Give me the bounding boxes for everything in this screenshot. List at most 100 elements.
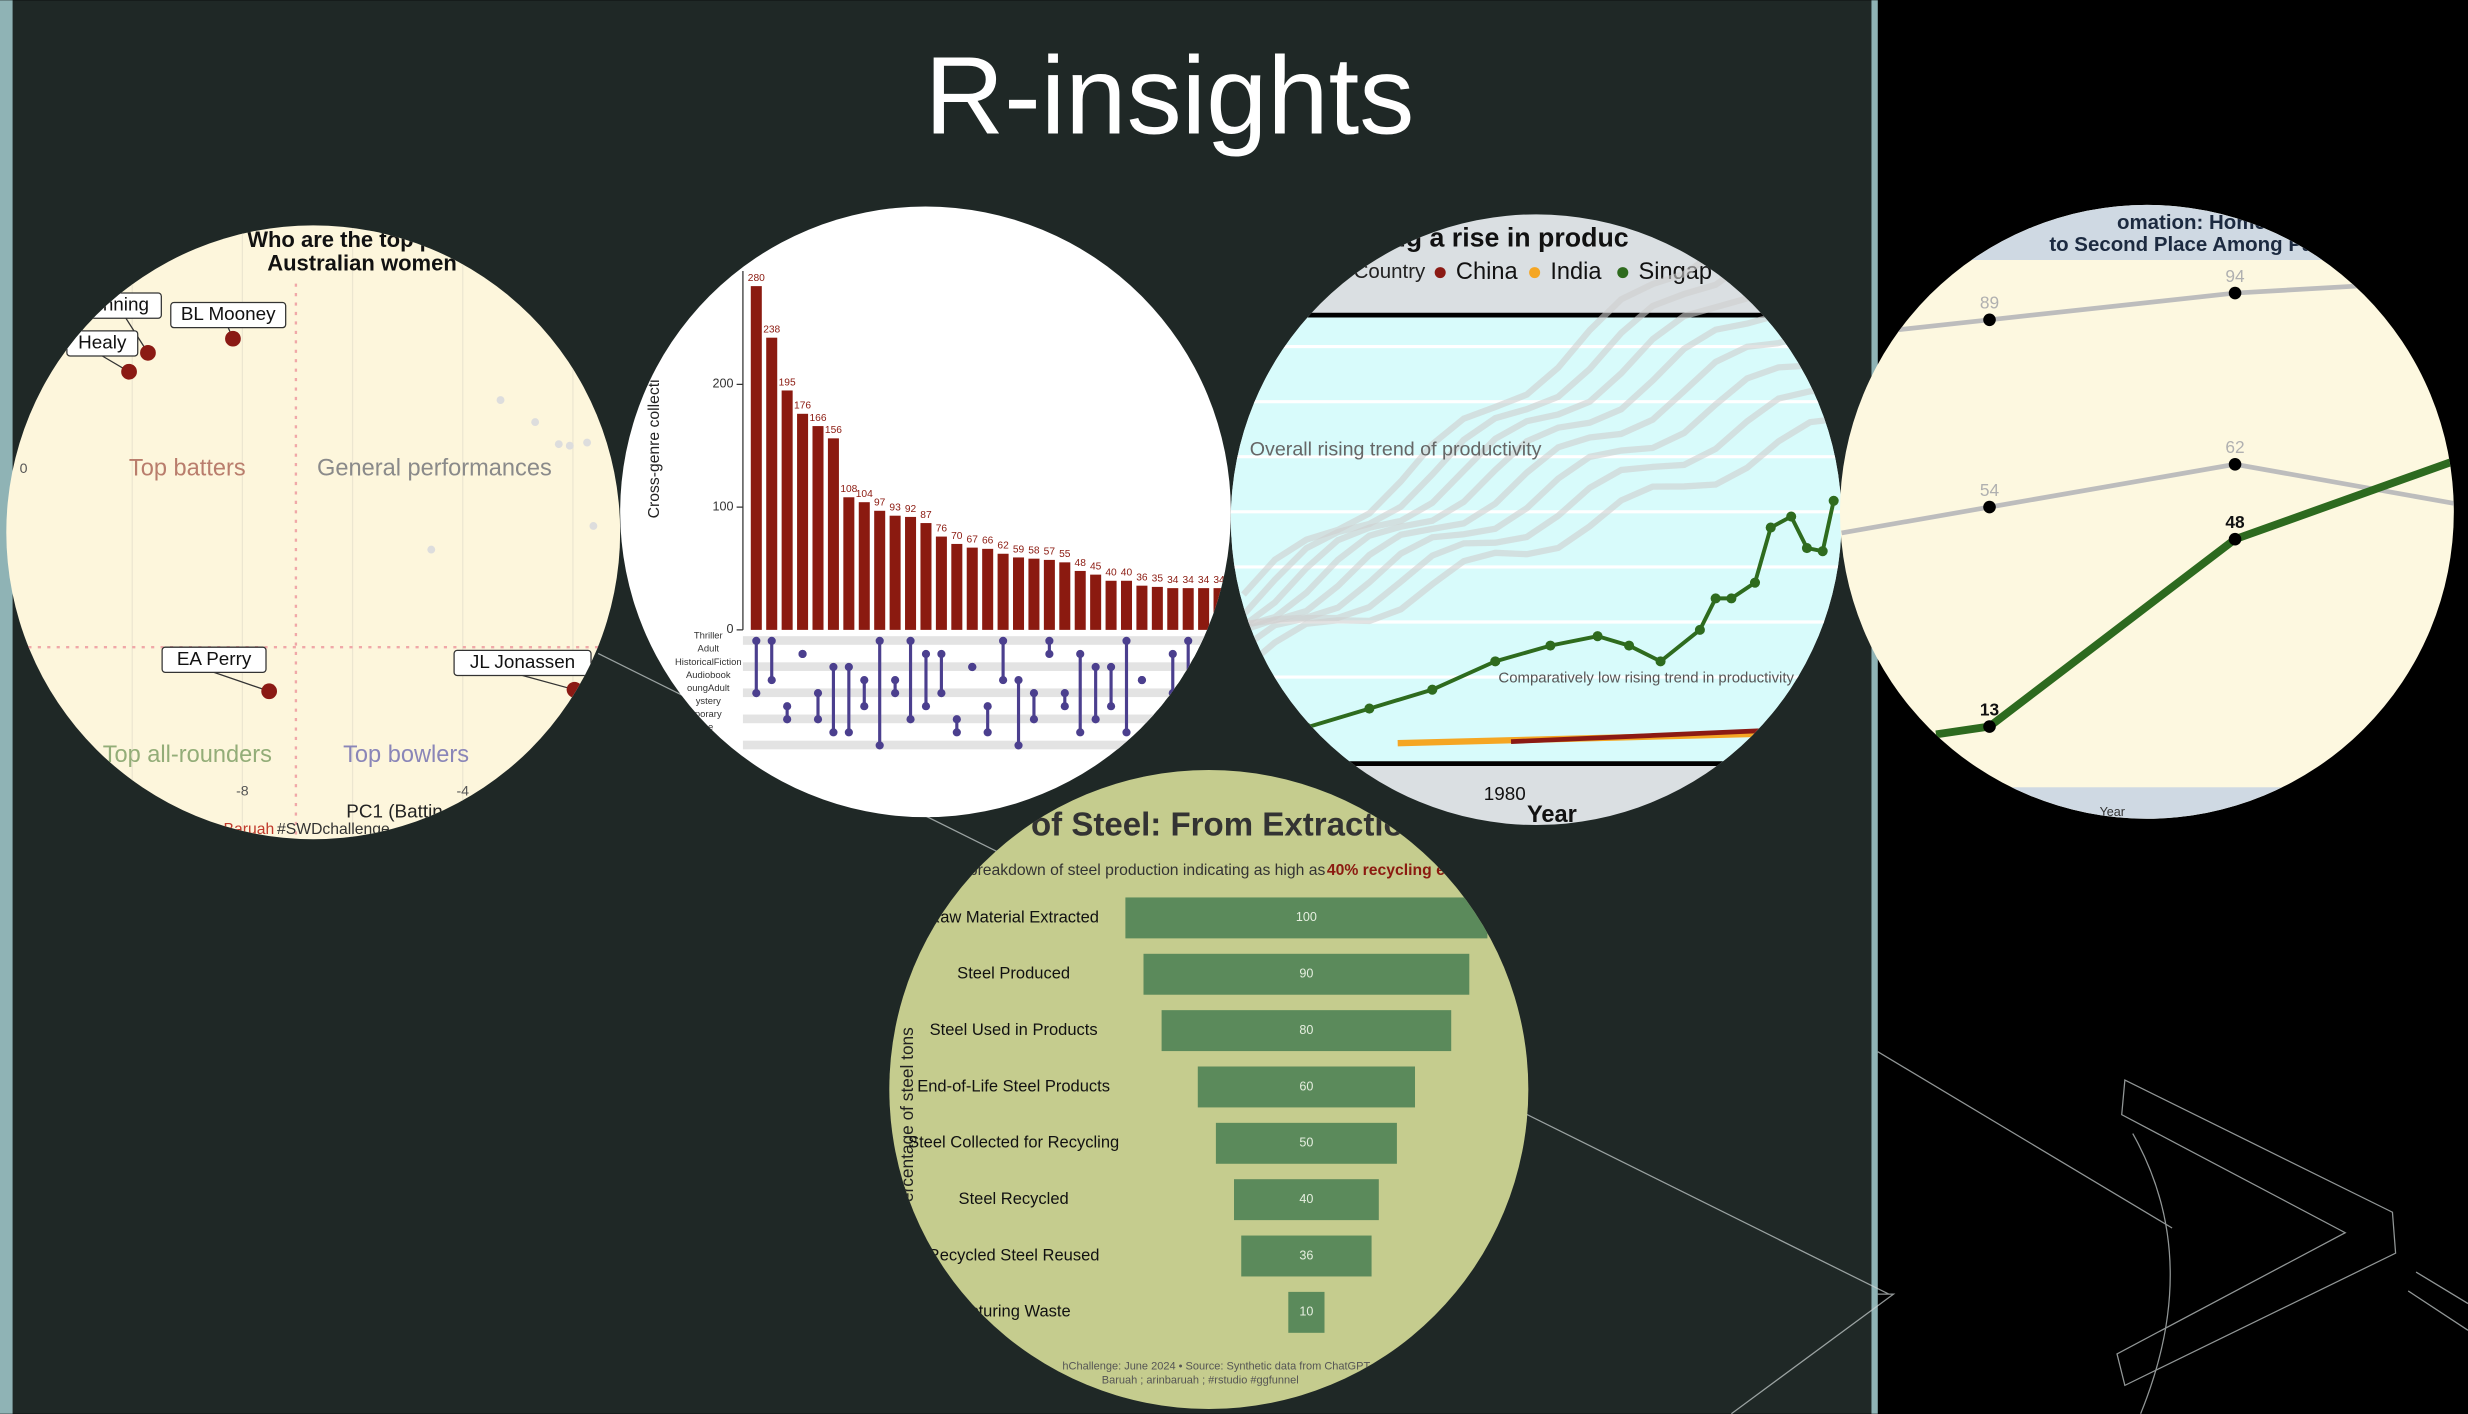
matrix-dot [983,702,992,711]
legend-swatch [1529,267,1541,279]
highlight-point [1765,522,1776,533]
value-label: 280 [748,273,765,284]
matrix-dot [875,741,884,750]
set-label: Adult [698,644,720,655]
bar [905,516,917,630]
value-label: 92 [905,504,917,515]
matrix-row [742,662,1231,671]
point [589,522,598,530]
series-line [1935,456,2454,739]
value-label: 59 [1013,544,1025,555]
matrix-dot [1060,702,1069,711]
bar [750,286,762,630]
point [140,344,156,361]
value-label: 238 [763,325,780,336]
value-label: 87 [920,510,932,521]
bar [1167,588,1179,630]
matrix-dot [921,649,931,659]
matrix-dot [844,728,853,737]
value-label: 34 [1183,575,1195,586]
x-axis-label: PC1 (Battin [346,801,443,822]
matrix-dot [752,689,761,698]
matrix-dot [783,715,792,724]
value-label: 195 [779,377,796,388]
bar [812,426,824,630]
bar [1182,588,1194,630]
value-label: 50 [1299,1136,1313,1150]
point [496,396,505,405]
highlight-point [1786,511,1797,522]
value-label: 93 [889,503,901,514]
leader [213,671,270,692]
matrix-row [742,636,1231,645]
bar [1013,557,1025,630]
bar [951,543,963,630]
matrix-dot [829,662,838,672]
value-label: 48 [1075,558,1087,569]
highlight-point [1427,684,1438,695]
matrix-dot [999,675,1008,685]
value-label: 80 [1299,1023,1313,1037]
point [583,438,592,447]
x-tick-label: 1980 [1484,784,1526,805]
bar [997,553,1009,630]
x-tick-label: -4 [456,784,469,800]
x-tick-label: -8 [236,784,249,800]
category-label: Steel Recycled [959,1189,1069,1208]
point-label: BL Mooney [181,304,276,325]
bar [935,536,947,630]
legend-title: Country [1354,260,1426,283]
matrix-dot [813,689,823,698]
category-label: Steel Used in Products [930,1020,1098,1039]
matrix-dot [999,636,1008,645]
point-label: Healy [78,332,127,353]
value-label: 94 [2225,266,2245,286]
point [261,683,278,700]
matrix-dot [1122,636,1131,645]
label-box [161,646,267,674]
point [2228,532,2242,546]
subtitle-highlight: 40% recycling e [1327,862,1445,879]
background-line [1242,255,1842,630]
bar [843,497,855,630]
value-label: 156 [825,425,842,436]
bar [1136,585,1148,630]
point [121,363,137,380]
highlight-point [1364,703,1375,714]
point-label: nning [103,295,149,316]
bar [1215,1122,1397,1164]
value-label: 48 [2225,512,2245,532]
value-label: 40 [1105,568,1117,579]
value-label: 90 [1299,967,1313,981]
bar [797,413,809,630]
bar [920,523,932,630]
value-label: 34 [1167,575,1179,586]
value-label: 10 [1299,1305,1313,1319]
highlight-point [1749,577,1761,588]
matrix-dot [906,636,915,645]
footer: Baruah ; arinbaruah ; #rstudio #ggfunnel [1102,1375,1299,1387]
set-label: oungAdult [687,683,730,694]
matrix-dot [1029,689,1039,698]
value-label: 34 [1213,575,1225,586]
bar [1198,588,1210,630]
y-axis-label: ercentage of steel tons [897,1027,917,1202]
background-line [1242,352,1842,634]
bar [1197,1066,1416,1108]
bar [1288,1291,1325,1333]
panel-border [0,0,13,1414]
bar [858,502,870,630]
legend-swatch [1434,267,1446,279]
point [2228,457,2242,471]
page-title: R-insights [925,34,1415,157]
set-label: porary [695,709,722,720]
value-label: 100 [1296,910,1317,924]
point [531,418,540,427]
matrix-dot [860,675,869,685]
bar [827,438,839,630]
